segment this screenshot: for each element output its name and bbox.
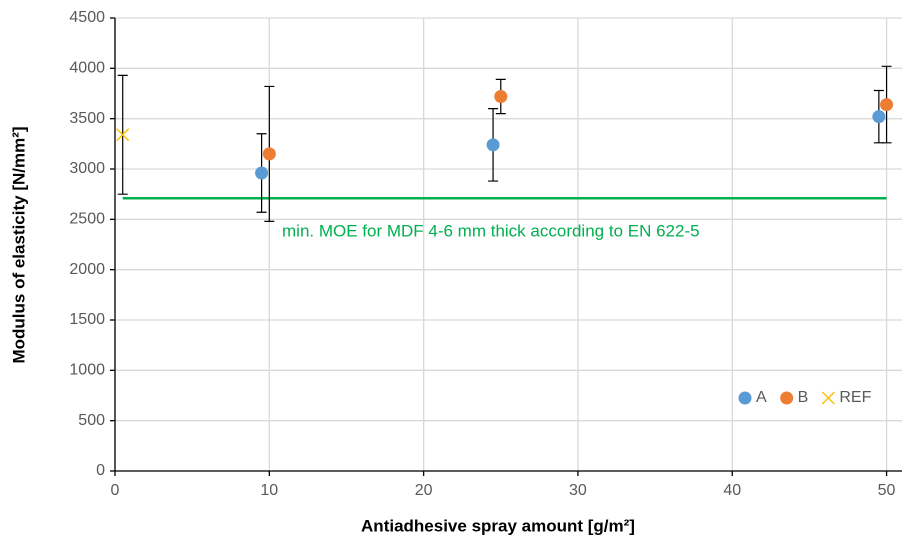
point bbox=[116, 128, 130, 142]
legend-marker bbox=[780, 391, 794, 405]
y-tick-label: 2500 bbox=[69, 211, 105, 228]
y-tick-label: 2000 bbox=[69, 261, 105, 278]
legend-label: A bbox=[756, 389, 767, 406]
x-tick-label: 20 bbox=[415, 482, 433, 499]
x-tick-label: 40 bbox=[723, 482, 741, 499]
x-tick-label: 50 bbox=[878, 482, 896, 499]
point bbox=[494, 90, 508, 104]
point bbox=[486, 138, 500, 152]
point bbox=[262, 147, 276, 161]
y-tick-label: 4500 bbox=[69, 9, 105, 26]
y-tick-label: 3500 bbox=[69, 110, 105, 127]
legend-marker bbox=[821, 391, 835, 405]
legend-label: B bbox=[798, 389, 809, 406]
x-axis-title: Antiadhesive spray amount [g/m²] bbox=[361, 516, 635, 535]
legend-label: REF bbox=[839, 389, 871, 406]
x-tick-label: 10 bbox=[260, 482, 278, 499]
y-tick-label: 0 bbox=[96, 462, 105, 479]
y-tick-label: 4000 bbox=[69, 60, 105, 77]
point bbox=[255, 166, 269, 180]
y-tick-label: 1500 bbox=[69, 311, 105, 328]
y-tick-label: 1000 bbox=[69, 362, 105, 379]
x-tick-label: 0 bbox=[111, 482, 120, 499]
point bbox=[880, 98, 894, 112]
y-tick-label: 500 bbox=[78, 412, 105, 429]
y-tick-label: 3000 bbox=[69, 160, 105, 177]
x-tick-label: 30 bbox=[569, 482, 587, 499]
reference-label: min. MOE for MDF 4-6 mm thick according … bbox=[282, 222, 700, 241]
legend-marker bbox=[738, 391, 752, 405]
point bbox=[872, 110, 886, 124]
y-axis-title: Modulus of elasticity [N/mm²] bbox=[9, 126, 28, 363]
